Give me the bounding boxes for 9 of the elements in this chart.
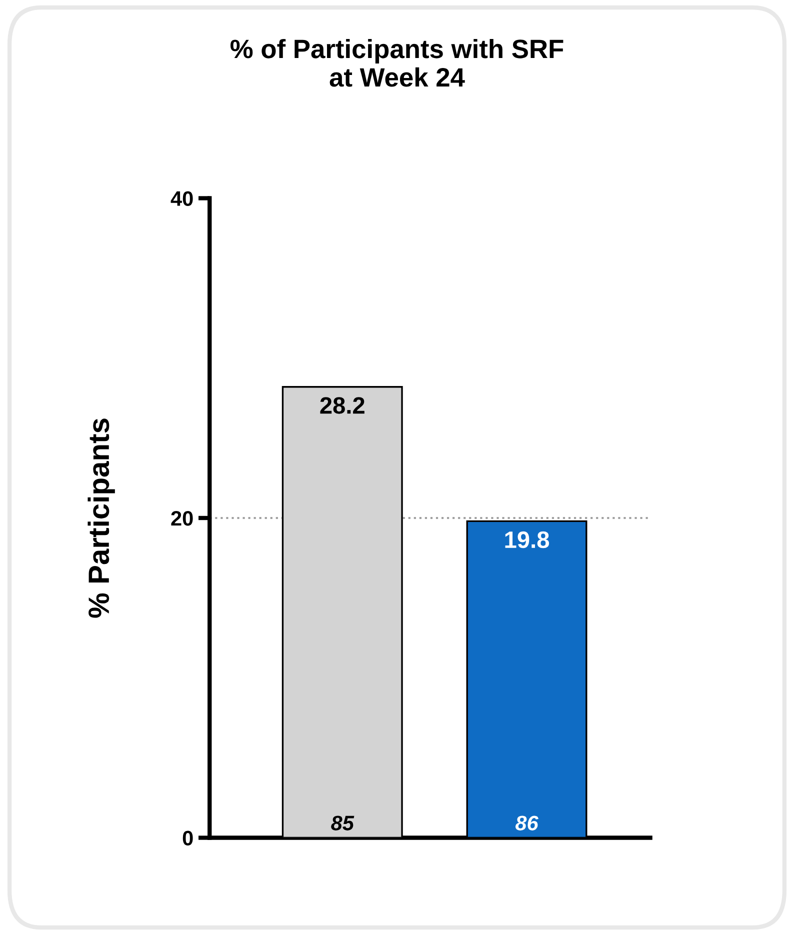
data-label: 28.2 xyxy=(320,397,364,414)
chart-title: % of Participants with SRF at Week 24 xyxy=(230,38,564,87)
y-axis-title: % Participants xyxy=(88,418,115,618)
data-label: 19.8 xyxy=(505,531,550,548)
y-tick-label: 20 xyxy=(171,510,193,526)
annotation: 85 xyxy=(331,816,354,830)
y-tick-label: 40 xyxy=(170,191,193,206)
annotation: 86 xyxy=(515,816,538,830)
y-tick-label: 0 xyxy=(182,830,193,846)
